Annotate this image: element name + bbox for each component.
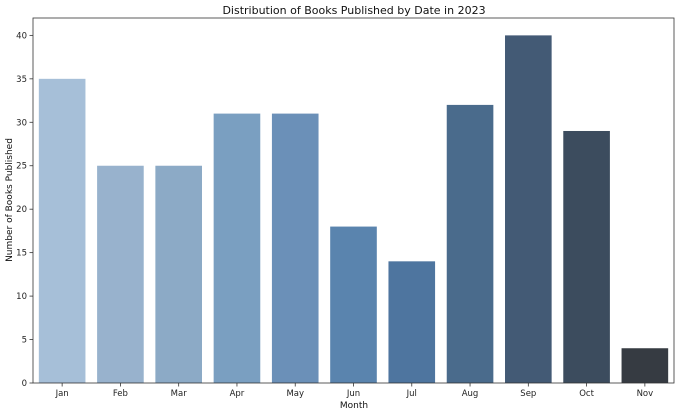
x-tick-label: May [286,389,304,399]
x-tick-label: Aug [462,389,479,399]
bar-jul [388,261,436,383]
bar-apr [213,113,261,383]
y-tick-label: 5 [22,336,27,346]
x-tick-label: Jun [346,389,360,399]
bar-sep [505,35,552,383]
bar-oct [563,130,610,383]
chart-title: Distribution of Books Published by Date … [222,4,485,17]
y-axis: 0 5 10 15 20 25 30 35 40 [16,31,33,389]
x-tick-label: Mar [171,389,188,399]
bar-nov [621,348,669,383]
y-tick-label: 15 [16,249,27,259]
y-tick-label: 25 [16,162,27,172]
y-tick-label: 10 [16,292,27,302]
y-tick-label: 40 [16,31,27,41]
y-tick-label: 0 [22,379,27,389]
x-tick-label: Jul [406,389,417,399]
x-tick-label: Oct [579,389,594,399]
x-tick-label: Nov [637,389,654,399]
bar-mar [155,165,202,383]
x-axis-title: Month [340,401,368,411]
x-tick-label: Apr [230,389,245,399]
x-tick-label: Feb [113,389,128,399]
y-tick-label: 30 [16,118,27,128]
bar-jan [38,78,86,383]
x-axis: Jan Feb Mar Apr May Jun Jul Aug Sep Oct Nov [55,383,654,399]
plot-area [38,35,669,384]
bar-feb [97,165,144,383]
y-axis-title: Number of Books Published [5,138,15,262]
y-tick-label: 35 [16,75,27,85]
bar-may [271,113,319,383]
bar-jun [330,226,377,383]
bar-aug [446,104,494,384]
y-tick-label: 20 [16,205,27,215]
x-tick-label: Sep [520,389,536,399]
x-tick-label: Jan [55,389,69,399]
